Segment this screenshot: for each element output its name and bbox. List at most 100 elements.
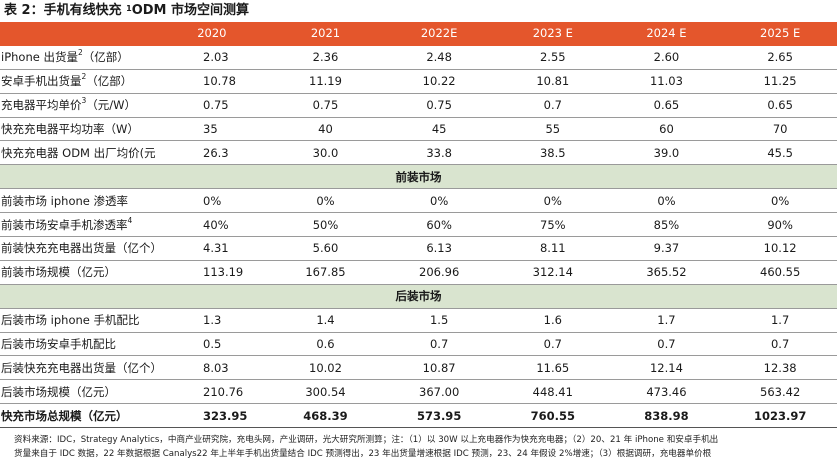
value-cell: 90%	[723, 212, 837, 238]
value-cell: 0%	[155, 188, 269, 214]
value-cell: 4.31	[155, 236, 269, 261]
value-cell: 0.65	[609, 93, 724, 118]
value-cell: 0.7	[382, 332, 496, 357]
value-cell: 0.6	[268, 332, 383, 357]
value-cell: 0%	[268, 188, 383, 214]
value-cell: 0%	[382, 188, 496, 214]
value-cell: 0%	[723, 188, 837, 214]
value-cell: 1.5	[382, 308, 496, 333]
value-cell: 0.5	[155, 332, 269, 357]
value-cell: 0.7	[723, 332, 837, 357]
total-row: 快充市场总规模（亿元） 323.95 468.39 573.95 760.55 838.9…	[0, 403, 837, 429]
value-cell: 1.6	[495, 308, 610, 333]
row-label-cell: 快充充电器平均功率（W）	[0, 117, 155, 142]
row-label: 快充充电器平均功率（W）	[1, 122, 139, 136]
row-label: 充电器平均单价	[1, 98, 82, 113]
header-cell: 2020	[155, 22, 269, 46]
header-row: 2020 2021 2022E 2023 E 2024 E 2025 E	[0, 22, 837, 46]
value-cell: 11.65	[495, 355, 610, 381]
value-cell: 75%	[495, 212, 610, 238]
row-label-cell: 充电器平均单价3（元/W）	[0, 93, 155, 118]
row-label-cell: iPhone 出货量2（亿部）	[0, 45, 155, 70]
value-cell: 10.02	[268, 355, 383, 381]
value-cell: 473.46	[609, 379, 724, 405]
value-cell: 26.3	[155, 140, 269, 166]
value-cell: 468.39	[268, 403, 383, 429]
header-cell: 2025 E	[723, 22, 837, 46]
value-cell: 2.03	[155, 45, 269, 70]
value-cell: 2.65	[723, 45, 837, 70]
note-line: 资料来源：IDC，Strategy Analytics，中商产业研究院，充电头网…	[14, 435, 719, 445]
value-cell: 60	[609, 117, 724, 142]
value-cell: 45.5	[723, 140, 837, 166]
table-row: 前装市场安卓手机渗透率4 40% 50% 60% 75% 85% 90%	[0, 212, 837, 238]
value-cell: 1.7	[723, 308, 837, 333]
row-label: 安卓手机出货量	[1, 74, 82, 89]
row-label-cell: 后装市场规模（亿元）	[0, 379, 155, 405]
value-cell: 12.38	[723, 355, 837, 381]
value-cell: 0.7	[495, 93, 610, 118]
value-cell: 1023.97	[723, 403, 837, 429]
footnote-mark: 3	[81, 96, 87, 106]
value-cell: 10.87	[382, 355, 496, 381]
row-unit: （亿部）	[82, 50, 129, 65]
value-cell: 10.22	[382, 69, 496, 94]
value-cell: 2.48	[382, 45, 496, 70]
value-cell: 11.19	[268, 69, 383, 94]
row-label: 前装快充充电器出货量（亿个）	[1, 241, 155, 256]
value-cell: 2.36	[268, 45, 383, 70]
value-cell: 0.75	[155, 93, 269, 118]
value-cell: 1.7	[609, 308, 724, 333]
value-cell: 60%	[382, 212, 496, 238]
value-cell: 0.7	[495, 332, 610, 357]
footnote-mark: 2	[81, 72, 87, 82]
value-cell: 0.75	[382, 93, 496, 118]
value-cell: 0.75	[268, 93, 383, 118]
table-row: 后装市场规模（亿元） 210.76 300.54 367.00 448.41 473.46…	[0, 379, 837, 405]
value-cell: 760.55	[495, 403, 610, 429]
footnote-mark: 4	[127, 215, 133, 225]
table-title: 表 2：手机有线快充 1ODM 市场空间测算	[4, 3, 249, 18]
source-notes: 资料来源：IDC，Strategy Analytics，中商产业研究院，充电头网…	[14, 433, 834, 461]
value-cell: 38.5	[495, 140, 610, 166]
row-label: 前装市场 iphone 渗透率	[1, 193, 128, 208]
row-label-cell: 安卓手机出货量2（亿部）	[0, 69, 155, 94]
header-cell	[0, 22, 155, 46]
row-label: 快充充电器 ODM 出厂均价(元)	[1, 145, 155, 160]
row-label: 后装市场 iphone 手机配比	[1, 313, 140, 328]
table-row: 安卓手机出货量2（亿部） 10.78 11.19 10.22 10.81 11.03 11.…	[0, 69, 837, 94]
table-row: 前装市场 iphone 渗透率 0% 0% 0% 0% 0% 0%	[0, 188, 837, 214]
value-cell: 33.8	[382, 140, 496, 166]
table-row: 充电器平均单价3（元/W） 0.75 0.75 0.75 0.7 0.65 0.65	[0, 93, 837, 118]
row-label: 前装市场规模（亿元）	[1, 265, 116, 280]
header-cell: 2024 E	[609, 22, 724, 46]
table-row: 后装市场安卓手机配比 0.5 0.6 0.7 0.7 0.7 0.7	[0, 332, 837, 357]
value-cell: 1.3	[155, 308, 269, 333]
value-cell: 206.96	[382, 260, 496, 285]
row-label-cell: 前装市场安卓手机渗透率4	[0, 212, 155, 238]
value-cell: 55	[495, 117, 610, 142]
row-label: iPhone 出货量	[1, 50, 78, 65]
row-unit: （元/W）	[86, 98, 137, 113]
row-label-cell: 后装市场 iphone 手机配比	[0, 308, 155, 333]
value-cell: 70	[723, 117, 837, 142]
row-label-cell: 前装快充充电器出货量（亿个）	[0, 236, 155, 261]
value-cell: 40	[268, 117, 383, 142]
value-cell: 50%	[268, 212, 383, 238]
footnote-mark: 2	[77, 48, 83, 58]
value-cell: 300.54	[268, 379, 383, 405]
value-cell: 367.00	[382, 379, 496, 405]
table-row: 快充充电器 ODM 出厂均价(元) 26.3 30.0 33.8 38.5 39.0 45.…	[0, 140, 837, 166]
table-body: iPhone 出货量2（亿部） 2.03 2.36 2.48 2.55 2.60 2.65 安…	[0, 45, 837, 429]
row-label-cell: 后装市场安卓手机配比	[0, 332, 155, 357]
section-label: 前装市场	[0, 164, 837, 190]
value-cell: 323.95	[155, 403, 269, 429]
value-cell: 0.7	[609, 332, 724, 357]
value-cell: 563.42	[723, 379, 837, 405]
row-label-cell: 后装快充充电器出货量（亿个）	[0, 355, 155, 381]
section-row: 前装市场	[0, 164, 837, 190]
value-cell: 312.14	[495, 260, 610, 285]
value-cell: 460.55	[723, 260, 837, 285]
row-label: 后装市场安卓手机配比	[1, 337, 116, 352]
row-label: 后装市场规模（亿元）	[1, 384, 116, 399]
